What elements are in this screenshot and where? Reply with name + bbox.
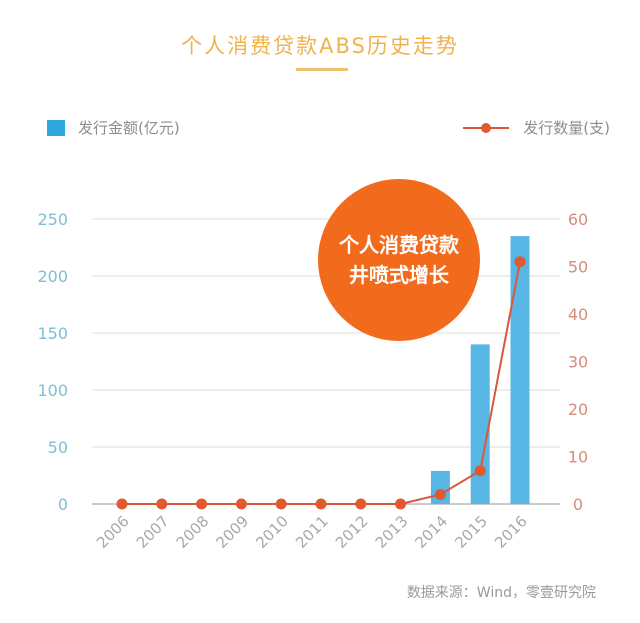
x-axis-tick: 2012: [332, 512, 372, 552]
y-axis-left-tick: 150: [37, 324, 68, 343]
line-point-2007: [156, 498, 168, 510]
badge-line-1: 个人消费贷款: [339, 233, 459, 257]
y-axis-right-tick: 30: [568, 353, 588, 372]
source-note: 数据来源：Wind，零壹研究院: [406, 585, 596, 601]
bar-2015: [470, 344, 490, 504]
y-axis-right-tick: 40: [568, 305, 588, 324]
line-point-2013: [395, 498, 407, 510]
x-axis-tick: 2010: [252, 512, 292, 552]
legend-item-count: 发行数量(支): [463, 117, 610, 138]
line-point-2008: [196, 498, 208, 510]
y-axis-right-tick: 0: [573, 495, 583, 514]
x-axis-tick: 2016: [491, 512, 531, 552]
x-axis-tick: 2006: [93, 512, 133, 552]
line-point-2009: [235, 498, 247, 510]
bar-swatch-icon: [47, 119, 65, 136]
line-point-2010: [275, 498, 287, 510]
y-axis-right-tick: 50: [568, 258, 588, 277]
x-axis-tick: 2015: [451, 512, 491, 552]
x-axis-tick: 2009: [212, 512, 252, 552]
x-axis-tick: 2007: [133, 512, 173, 552]
legend-label-amount: 发行金额(亿元): [78, 119, 180, 137]
y-axis-right-tick: 20: [568, 400, 588, 419]
y-axis-left-tick: 200: [37, 267, 68, 286]
line-point-2012: [355, 498, 367, 510]
line-point-2014: [434, 489, 446, 500]
y-axis-left-tick: 0: [58, 495, 68, 514]
y-axis-left-tick: 100: [37, 381, 68, 400]
bar-2016: [510, 236, 530, 504]
legend-label-count: 发行数量(支): [523, 119, 610, 137]
line-point-2016: [514, 256, 526, 268]
y-axis-left-tick: 50: [48, 438, 68, 457]
title-underline: [296, 68, 348, 71]
legend-item-amount: 发行金额(亿元): [47, 117, 180, 138]
line-marker-icon: [463, 120, 510, 136]
line-point-2006: [116, 498, 128, 510]
line-point-2011: [315, 498, 327, 510]
highlight-badge: 个人消费贷款 井喷式增长: [318, 179, 480, 341]
x-axis-tick: 2013: [372, 512, 412, 552]
line-point-2015: [474, 465, 486, 477]
x-axis-tick: 2014: [411, 512, 451, 552]
chart-title: 个人消费贷款ABS历史走势: [181, 34, 459, 58]
x-axis-tick: 2011: [292, 512, 332, 552]
y-axis-left-tick: 250: [37, 210, 68, 229]
y-axis-right-tick: 10: [568, 448, 588, 467]
badge-line-2: 井喷式增长: [349, 263, 449, 287]
y-axis-right-tick: 60: [568, 210, 588, 229]
x-axis-tick: 2008: [173, 512, 213, 552]
